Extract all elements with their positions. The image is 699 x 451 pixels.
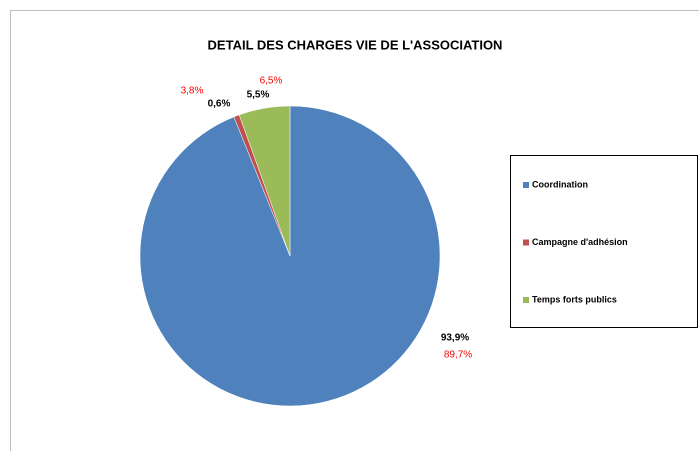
data-label: 5,5% — [247, 90, 270, 101]
pie-slice — [238, 105, 291, 257]
legend-swatch — [523, 182, 529, 188]
legend-label: Coordination — [532, 179, 588, 189]
legend-swatch — [523, 239, 529, 246]
chart-title: DETAIL DES CHARGES VIE DE L'ASSOCIATION — [208, 37, 503, 52]
legend-swatch — [523, 297, 529, 303]
comparison-label: 89,7% — [444, 350, 472, 361]
legend-box — [510, 155, 698, 328]
legend-label: Temps forts publics — [532, 294, 617, 304]
data-label: 0,6% — [208, 99, 231, 110]
legend-label: Campagne d'adhésion — [532, 237, 628, 247]
data-label: 93,9% — [441, 333, 469, 344]
comparison-label: 3,8% — [181, 86, 204, 97]
comparison-label: 6,5% — [260, 76, 283, 87]
